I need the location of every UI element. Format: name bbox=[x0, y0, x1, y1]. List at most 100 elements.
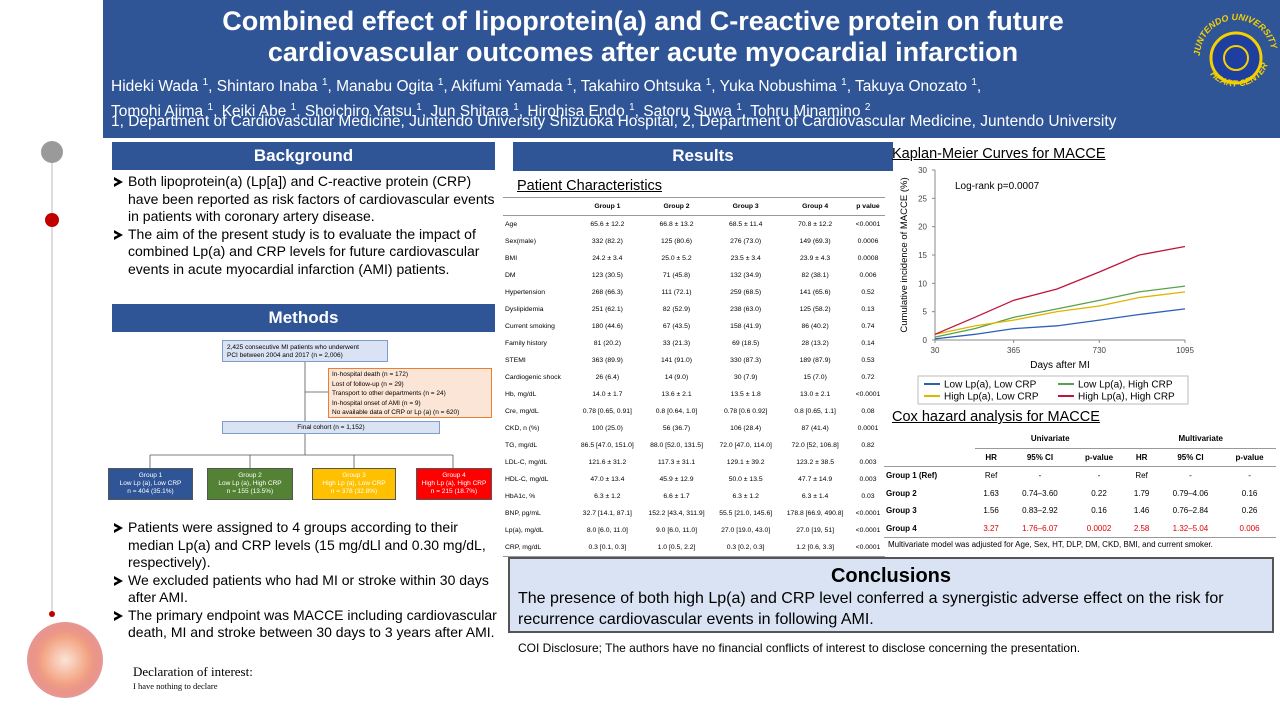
table-cell: - bbox=[1189, 471, 1192, 481]
table-cell: 0.53 bbox=[861, 357, 875, 364]
group-name: Group 2 bbox=[238, 472, 262, 479]
table-cell: 0.006 bbox=[859, 272, 877, 279]
group-header: Multivariate bbox=[1125, 430, 1276, 449]
table-cell: Dyslipidemia bbox=[505, 306, 544, 313]
header-cell bbox=[884, 430, 975, 448]
table-cell: 6.3 ± 1.2 bbox=[594, 493, 621, 500]
flow-text: No available data of CRP or Lp (a) (n = … bbox=[332, 409, 460, 416]
group-label: High Lp (a), Low CRP bbox=[322, 480, 386, 487]
table-header: Univariate Multivariate bbox=[884, 430, 1276, 449]
table-row: Group 4 3.27 1.76–6.07 0.0002 2.58 1.32–5.04 0… bbox=[884, 519, 1276, 538]
section-heading: Background bbox=[112, 142, 495, 170]
table-cell: Group 3 bbox=[886, 506, 917, 516]
table-cell: - bbox=[1038, 471, 1042, 481]
table-cell: 132 (34.9) bbox=[730, 272, 762, 279]
table-cell: 276 (73.0) bbox=[730, 238, 762, 245]
group-name: Group 3 bbox=[342, 472, 366, 479]
author-sep: , bbox=[518, 103, 524, 121]
flow-text: In-hospital death (n = 172) bbox=[332, 371, 409, 378]
y-axis-label: Cumulative incidence of MACCE (%) bbox=[899, 177, 910, 332]
flow-lines bbox=[149, 362, 454, 468]
km-line bbox=[934, 291, 1186, 335]
author-line: Hideki Wada 1, Shintaro Inaba 1, Manabu … bbox=[111, 72, 981, 97]
author-sep: , bbox=[846, 78, 851, 96]
bullet-arrow bbox=[114, 523, 123, 533]
header-cell: Group 4 bbox=[779, 197, 851, 216]
background-bullets: Both lipoprotein(a) (Lp[a]) and C-reacti… bbox=[112, 173, 497, 278]
header-cell: p value bbox=[850, 197, 885, 216]
table-cell: CRP, mg/dL bbox=[503, 539, 574, 557]
table-row: Cre, mg/dL 0.78 [0.65, 0.91] 0.8 [0.64, 1.… bbox=[503, 403, 885, 420]
table-cell: 0.52 bbox=[861, 289, 875, 296]
flow-box: Final cohort (n = 1,152) bbox=[222, 421, 440, 434]
author-affil: 2 bbox=[864, 102, 871, 114]
author-sep: , bbox=[296, 103, 301, 121]
table-cell: 268 (66.3) bbox=[591, 289, 623, 296]
table-cell: Age bbox=[505, 221, 518, 228]
table-cell: Family history bbox=[505, 340, 547, 347]
km-line bbox=[934, 308, 1186, 340]
conclusions-text: The presence of both high Lp(a) and CRP … bbox=[518, 590, 1224, 628]
conclusions-box: Conclusions The presence of both high Lp… bbox=[508, 557, 1274, 633]
author-sep: , bbox=[711, 78, 716, 96]
header-cell: HR bbox=[1125, 448, 1158, 467]
table-cell: 129.1 ± 39.2 bbox=[726, 459, 765, 466]
table-cell: 330 (87.3) bbox=[730, 357, 762, 364]
cox-table: Univariate Multivariate HR 95% CI p-value HR 9… bbox=[884, 430, 1276, 538]
table-cell: 13.6 ± 2.1 bbox=[661, 391, 692, 398]
table-cell: STEMI bbox=[505, 357, 526, 364]
flow-box: 2,425 consecutive MI patients who underw… bbox=[222, 340, 388, 362]
table-cell: 26 (6.4) bbox=[595, 374, 620, 381]
table-cell: 0.08 bbox=[861, 408, 875, 415]
watercolor bbox=[27, 622, 103, 698]
header-cell: 95% CI bbox=[1007, 448, 1073, 467]
dot bbox=[41, 141, 63, 163]
table-cell: 1.0 [0.5, 2.2] bbox=[640, 539, 713, 557]
table-cell: 81 (20.2) bbox=[593, 340, 621, 347]
title-line: Combined effect of lipoprotein(a) and C-… bbox=[222, 6, 1064, 36]
table-cell: Hypertension bbox=[505, 289, 546, 296]
table-cell: 33 (21.3) bbox=[662, 340, 691, 347]
section-heading: Methods bbox=[112, 304, 495, 332]
group-box: Group 3 High Lp (a), Low CRP n = 378 (32.8… bbox=[312, 468, 396, 500]
table-row: Age 65.6 ± 12.2 66.8 ± 13.2 68.5 ± 11.4 70.8… bbox=[503, 216, 885, 234]
x-tick-label: 730 bbox=[1093, 346, 1107, 355]
table-cell: 72.0 [47.0, 114.0] bbox=[719, 442, 772, 449]
table-row: Group 2 1.63 0.74–3.60 0.22 1.79 0.79–4.06 0.1… bbox=[884, 485, 1276, 503]
table-cell: 65.6 ± 12.2 bbox=[590, 221, 625, 228]
table-row: Current smoking 180 (44.6) 67 (43.5) 158 (4… bbox=[503, 318, 885, 335]
table-cell: Hb, mg/dL bbox=[505, 391, 537, 398]
header-cell bbox=[503, 197, 574, 216]
table-cell: 123 (30.5) bbox=[591, 272, 623, 279]
table-cell: 100 (25.0) bbox=[591, 425, 623, 432]
group-n: n = 155 (13.5%) bbox=[226, 488, 274, 495]
table-cell: 27.0 [19, 51] bbox=[796, 527, 835, 534]
group-box: Group 1 Low Lp (a), Low CRP n = 404 (35.1%… bbox=[108, 468, 193, 500]
group-label: Low Lp (a), Low CRP bbox=[119, 480, 182, 487]
bullet-text: The primary endpoint was MACCE including… bbox=[128, 606, 497, 641]
table-cell: Group 2 bbox=[886, 488, 917, 498]
table-cell: 0.0001 bbox=[857, 425, 879, 432]
author-name: Satoru Suwa bbox=[643, 103, 732, 121]
exclusion-box: In-hospital death (n = 172) Lost of follo… bbox=[328, 368, 492, 418]
bullet: The primary endpoint was MACCE including… bbox=[112, 607, 497, 642]
declaration-text: I have nothing to declare bbox=[133, 681, 218, 691]
authors: Hideki Wada 1, Shintaro Inaba 1, Manabu … bbox=[111, 72, 981, 122]
table-cell: 106 (28.4) bbox=[730, 425, 762, 432]
table-cell: 86.5 [47.0, 151.0] bbox=[580, 442, 634, 449]
bullet: We excluded patients who had MI or strok… bbox=[112, 572, 497, 607]
table-cell: 363 (89.9) bbox=[591, 357, 623, 364]
table-row: Group 3 1.56 0.83–2.92 0.16 1.46 0.76–2.84 0.2… bbox=[884, 502, 1276, 520]
logo-circle bbox=[1209, 31, 1263, 85]
conclusions-heading: Conclusions bbox=[830, 565, 951, 587]
table-cell: 0.72 bbox=[861, 374, 875, 381]
table-cell: 125 (58.2) bbox=[799, 306, 831, 313]
flow-text: 2,425 consecutive MI patients who underw… bbox=[227, 344, 359, 351]
table-note: Multivariate model was adjusted for Age,… bbox=[888, 540, 1213, 549]
author-sep: , bbox=[976, 78, 982, 96]
dot bbox=[45, 213, 59, 227]
table-cell: 152.2 [43.4, 311.9] bbox=[648, 510, 705, 517]
author-affil: 1 bbox=[841, 77, 847, 88]
table-row: CKD, n (%) 100 (25.0) 56 (36.7) 106 (28.4) 8… bbox=[503, 420, 885, 437]
